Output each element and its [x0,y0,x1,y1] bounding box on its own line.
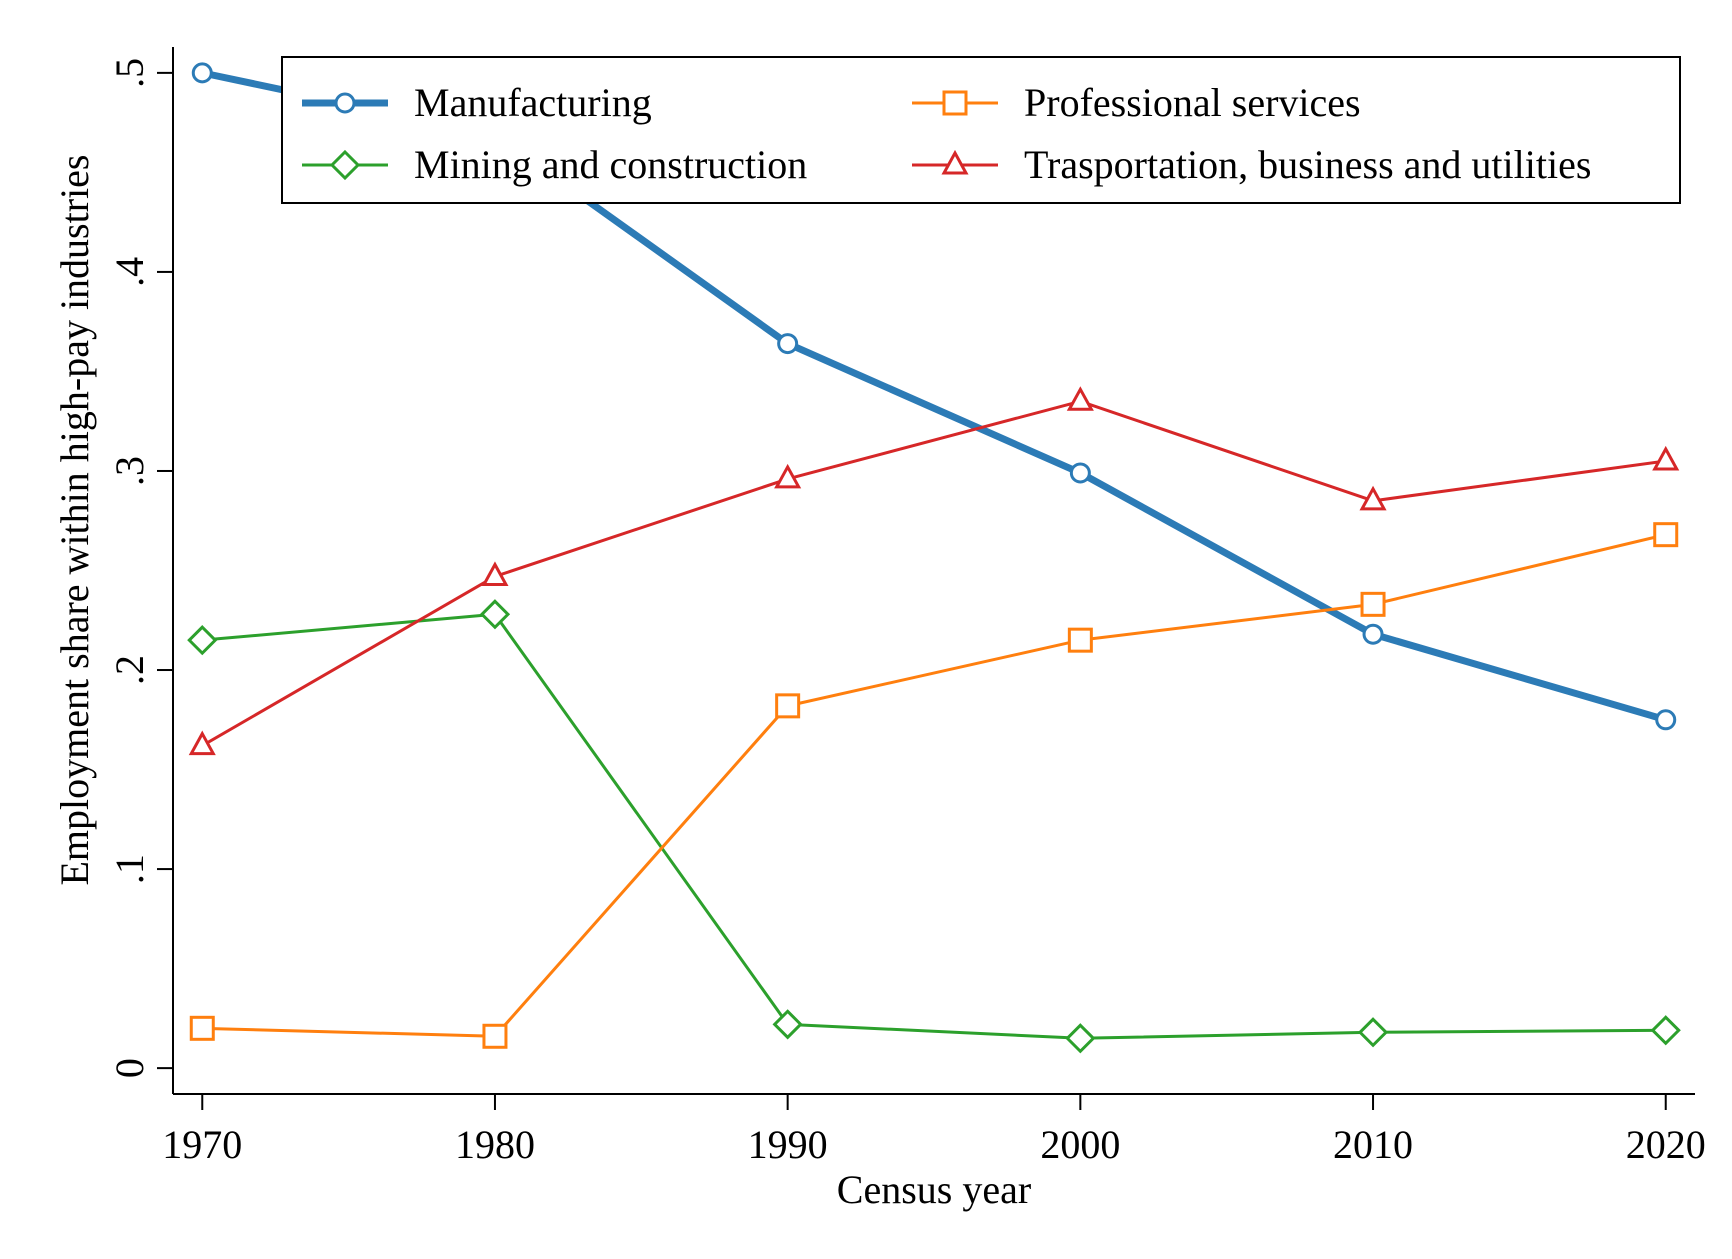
y-axis: 0 .1 .2 .3 .4 .5 [107,58,173,1078]
data-point-trasportation-business-and-utilities [1066,386,1094,411]
series-line-trasportation-business-and-utilities [201,399,1666,747]
x-tick-label: 1970 [162,1122,242,1167]
y-tick-label: .4 [107,257,152,287]
series-professional-services [189,522,1679,1049]
data-point-mining-and-construction [772,1009,803,1040]
legend-swatch-marker [942,90,968,116]
plot-frame [172,47,1695,1095]
legend-swatch-marker [329,149,361,181]
legend-swatch-marker [334,92,356,114]
data-point-mining-and-construction [1650,1015,1681,1046]
legend-item-professional-services: Professional services [912,80,1361,125]
data-point-professional-services [189,1015,215,1041]
legend-box [281,56,1681,204]
data-point-mining-and-construction [1065,1023,1096,1054]
x-tick-label: 2020 [1626,1122,1706,1167]
legend-swatch-marker [941,149,969,175]
y-axis-label: Employment share within high-pay industr… [52,155,97,886]
data-point-trasportation-business-and-utilities [1652,445,1680,471]
y-tick-label: .1 [107,854,152,884]
data-point-professional-services [482,1023,508,1049]
legend-label: Mining and construction [414,142,807,187]
y-tick-label: .3 [107,456,152,486]
data-point-manufacturing [1362,623,1384,645]
x-tick-label: 2000 [1040,1122,1120,1167]
data-point-manufacturing [1069,462,1091,484]
y-tick-label: .2 [107,655,152,685]
data-point-trasportation-business-and-utilities [1359,485,1387,511]
x-tick-label: 1990 [748,1122,828,1167]
data-point-professional-services [1653,522,1679,548]
legend-item-mining-and-construction: Mining and construction [302,142,807,187]
legend-label: Manufacturing [414,80,652,125]
legend-item-trasportation-business-and-utilities: Trasportation, business and utilities [912,142,1591,187]
series-layer [187,62,1681,1054]
data-point-trasportation-business-and-utilities [774,463,802,489]
x-axis-label: Census year [837,1167,1031,1212]
x-tick-label: 1980 [455,1122,535,1167]
data-point-mining-and-construction [1357,1017,1389,1048]
data-point-trasportation-business-and-utilities [481,561,509,586]
legend-item-manufacturing: Manufacturing [302,80,652,125]
data-point-manufacturing [1655,709,1677,731]
series-line-mining-and-construction [202,612,1666,1040]
x-tick-label: 2010 [1333,1122,1413,1167]
x-axis: 1970 1980 1990 2000 2010 2020 [162,1094,1706,1167]
legend-label: Trasportation, business and utilities [1024,142,1591,187]
series-trasportation-business-and-utilities [188,386,1680,756]
data-point-manufacturing [191,62,213,84]
series-line-professional-services [202,533,1667,1038]
y-tick-label: 0 [107,1058,152,1078]
y-tick-label: .5 [107,58,152,88]
data-point-professional-services [1360,591,1386,617]
data-point-professional-services [1067,627,1093,653]
data-point-professional-services [775,693,801,719]
data-point-trasportation-business-and-utilities [188,730,216,756]
series-mining-and-construction [187,599,1681,1054]
legend: Manufacturing Mining and construction Prof… [281,56,1681,204]
data-point-manufacturing [777,333,799,355]
data-point-mining-and-construction [479,599,511,630]
legend-label: Professional services [1024,80,1361,125]
data-point-mining-and-construction [187,625,218,656]
